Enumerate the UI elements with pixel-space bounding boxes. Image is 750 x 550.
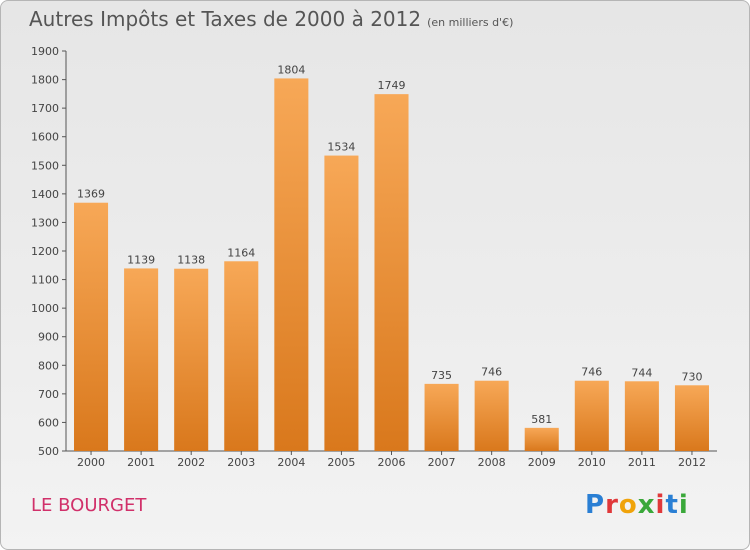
y-tick-label: 1100: [31, 274, 59, 287]
y-tick-label: 1600: [31, 131, 59, 144]
bar-2008: [474, 380, 509, 451]
x-axis: 2000 2001 2002 2003 2004 2005 2006 2007 2008 2009…: [66, 450, 717, 469]
x-tick-label: 2012: [678, 456, 706, 469]
bar-2011: [624, 381, 659, 451]
brand-letter: i: [655, 490, 666, 520]
y-tick-label: 1500: [31, 159, 59, 172]
y-tick-label: 1400: [31, 188, 59, 201]
x-tick-label: 2006: [378, 456, 406, 469]
x-tick-label: 2000: [77, 456, 105, 469]
data-label-2010: 746: [581, 366, 602, 379]
y-tick-label: 700: [38, 388, 59, 401]
bar-2006: [374, 94, 409, 452]
bar-2005: [324, 155, 359, 452]
chart-title: Autres Impôts et Taxes de 2000 à 2012 (en…: [29, 7, 513, 31]
commune-name: LE BOURGET: [31, 495, 147, 516]
x-tick-label: 2002: [177, 456, 205, 469]
chart-title-text: Autres Impôts et Taxes de 2000 à 2012: [29, 7, 422, 31]
data-label-2006: 1749: [378, 79, 406, 92]
x-tick-label: 2008: [478, 456, 506, 469]
bar-2003: [224, 261, 259, 451]
bar-2002: [174, 268, 209, 451]
bar-2000: [74, 202, 109, 451]
data-label-2008: 746: [481, 366, 502, 379]
bars: [74, 78, 709, 452]
data-label-2009: 581: [531, 413, 552, 426]
bar-2004: [274, 78, 309, 451]
brand-letter: r: [605, 490, 619, 520]
data-label-2002: 1138: [177, 254, 205, 267]
x-tick-label: 2011: [628, 456, 656, 469]
y-tick-label: 1000: [31, 302, 59, 315]
data-label-2004: 1804: [277, 63, 305, 76]
x-tick-label: 2003: [227, 456, 255, 469]
bar-2012: [674, 385, 709, 451]
bar-2007: [424, 383, 459, 451]
x-tick-label: 2005: [327, 456, 355, 469]
bar-2009: [524, 427, 559, 451]
brand-letter: P: [585, 490, 606, 520]
data-label-2012: 730: [681, 370, 702, 383]
data-label-2007: 735: [431, 369, 452, 382]
data-label-2000: 1369: [77, 188, 105, 201]
x-tick-label: 2010: [578, 456, 606, 469]
y-tick-label: 500: [38, 445, 59, 458]
y-tick-label: 900: [38, 331, 59, 344]
data-label-2011: 744: [631, 366, 652, 379]
y-tick-label: 800: [38, 359, 59, 372]
data-label-2003: 1164: [227, 246, 255, 259]
y-tick-label: 600: [38, 416, 59, 429]
y-axis: 500 600 700 800 900 1000 1100 1200 1300 1400 1500 1…: [31, 45, 67, 458]
y-tick-label: 1900: [31, 45, 59, 58]
data-label-2001: 1139: [127, 253, 155, 266]
y-tick-label: 1300: [31, 216, 59, 229]
brand-letter: i: [678, 490, 689, 520]
x-tick-label: 2009: [528, 456, 556, 469]
x-tick-label: 2004: [277, 456, 305, 469]
y-tick-label: 1200: [31, 245, 59, 258]
bar-2001: [124, 268, 159, 451]
data-label-2005: 1534: [327, 141, 355, 154]
x-tick-label: 2001: [127, 456, 155, 469]
data-labels: 1369 1139 1138 1164 1804 1534 1749 735 746 581 746…: [77, 63, 702, 425]
bar-2010: [574, 380, 609, 451]
proxiti-logo[interactable]: Proxiti: [585, 490, 689, 520]
brand-letter: x: [637, 490, 656, 520]
chart-unit: (en milliers d'€): [427, 16, 514, 29]
brand-letter: t: [665, 490, 679, 520]
y-tick-label: 1800: [31, 74, 59, 87]
y-tick-label: 1700: [31, 102, 59, 115]
x-tick-label: 2007: [428, 456, 456, 469]
brand-letter: o: [618, 490, 638, 520]
